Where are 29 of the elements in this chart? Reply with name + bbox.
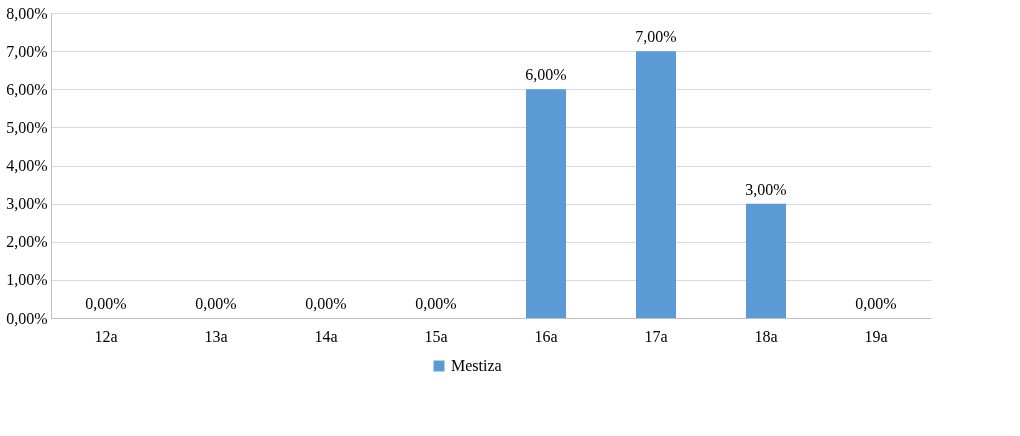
- data-label: 0,00%: [855, 295, 897, 312]
- data-label: 3,00%: [745, 180, 787, 198]
- data-label: 0,00%: [85, 295, 127, 312]
- x-tick-label: 13a: [204, 327, 228, 345]
- y-tick-label: 5,00%: [6, 118, 48, 136]
- y-tick-label: 4,00%: [6, 157, 48, 174]
- y-tick-label: 6,00%: [6, 80, 48, 98]
- y-tick-label: 0,00%: [6, 309, 48, 327]
- legend-label: Mestiza: [451, 357, 502, 374]
- x-tick-label: 14a: [314, 327, 338, 345]
- bar: [526, 89, 566, 318]
- x-tick-label: 19a: [864, 327, 888, 345]
- y-tick-label: 1,00%: [6, 271, 48, 289]
- data-label: 0,00%: [195, 295, 237, 312]
- data-label: 7,00%: [635, 28, 677, 46]
- x-tick-label: 12a: [94, 327, 118, 345]
- data-label: 0,00%: [305, 295, 347, 312]
- x-tick-label: 18a: [754, 327, 778, 345]
- x-tick-label: 16a: [534, 327, 558, 345]
- x-tick-label: 17a: [644, 327, 668, 345]
- y-tick-label: 8,00%: [6, 4, 48, 22]
- x-tick-label: 15a: [424, 327, 448, 345]
- y-tick-label: 3,00%: [6, 195, 48, 213]
- y-tick-label: 2,00%: [6, 233, 48, 251]
- bar: [746, 203, 786, 318]
- bar: [636, 51, 676, 318]
- y-tick-label: 7,00%: [6, 42, 48, 60]
- data-label: 6,00%: [525, 66, 567, 84]
- data-label: 0,00%: [415, 295, 457, 312]
